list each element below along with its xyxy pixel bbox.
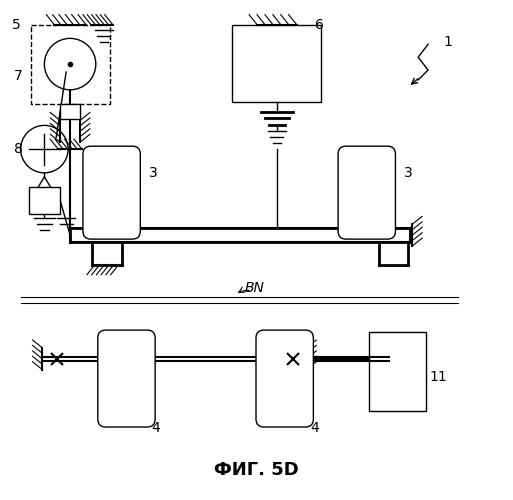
FancyBboxPatch shape (29, 186, 60, 214)
FancyBboxPatch shape (70, 228, 410, 242)
Text: 3: 3 (404, 166, 412, 180)
Text: 11: 11 (429, 370, 447, 384)
Text: 5: 5 (12, 18, 21, 32)
Text: ФИГ. 5D: ФИГ. 5D (213, 460, 299, 478)
Text: 4: 4 (152, 421, 161, 435)
Text: BN: BN (245, 280, 265, 294)
FancyBboxPatch shape (98, 330, 155, 427)
Text: 3: 3 (149, 166, 157, 180)
Text: 4: 4 (310, 421, 319, 435)
Text: 1: 1 (443, 36, 452, 50)
FancyBboxPatch shape (83, 146, 141, 239)
Text: 8: 8 (14, 142, 23, 156)
Text: 7: 7 (14, 69, 23, 83)
FancyBboxPatch shape (60, 104, 80, 120)
FancyBboxPatch shape (256, 330, 313, 427)
Text: 6: 6 (315, 18, 324, 32)
FancyBboxPatch shape (338, 146, 396, 239)
